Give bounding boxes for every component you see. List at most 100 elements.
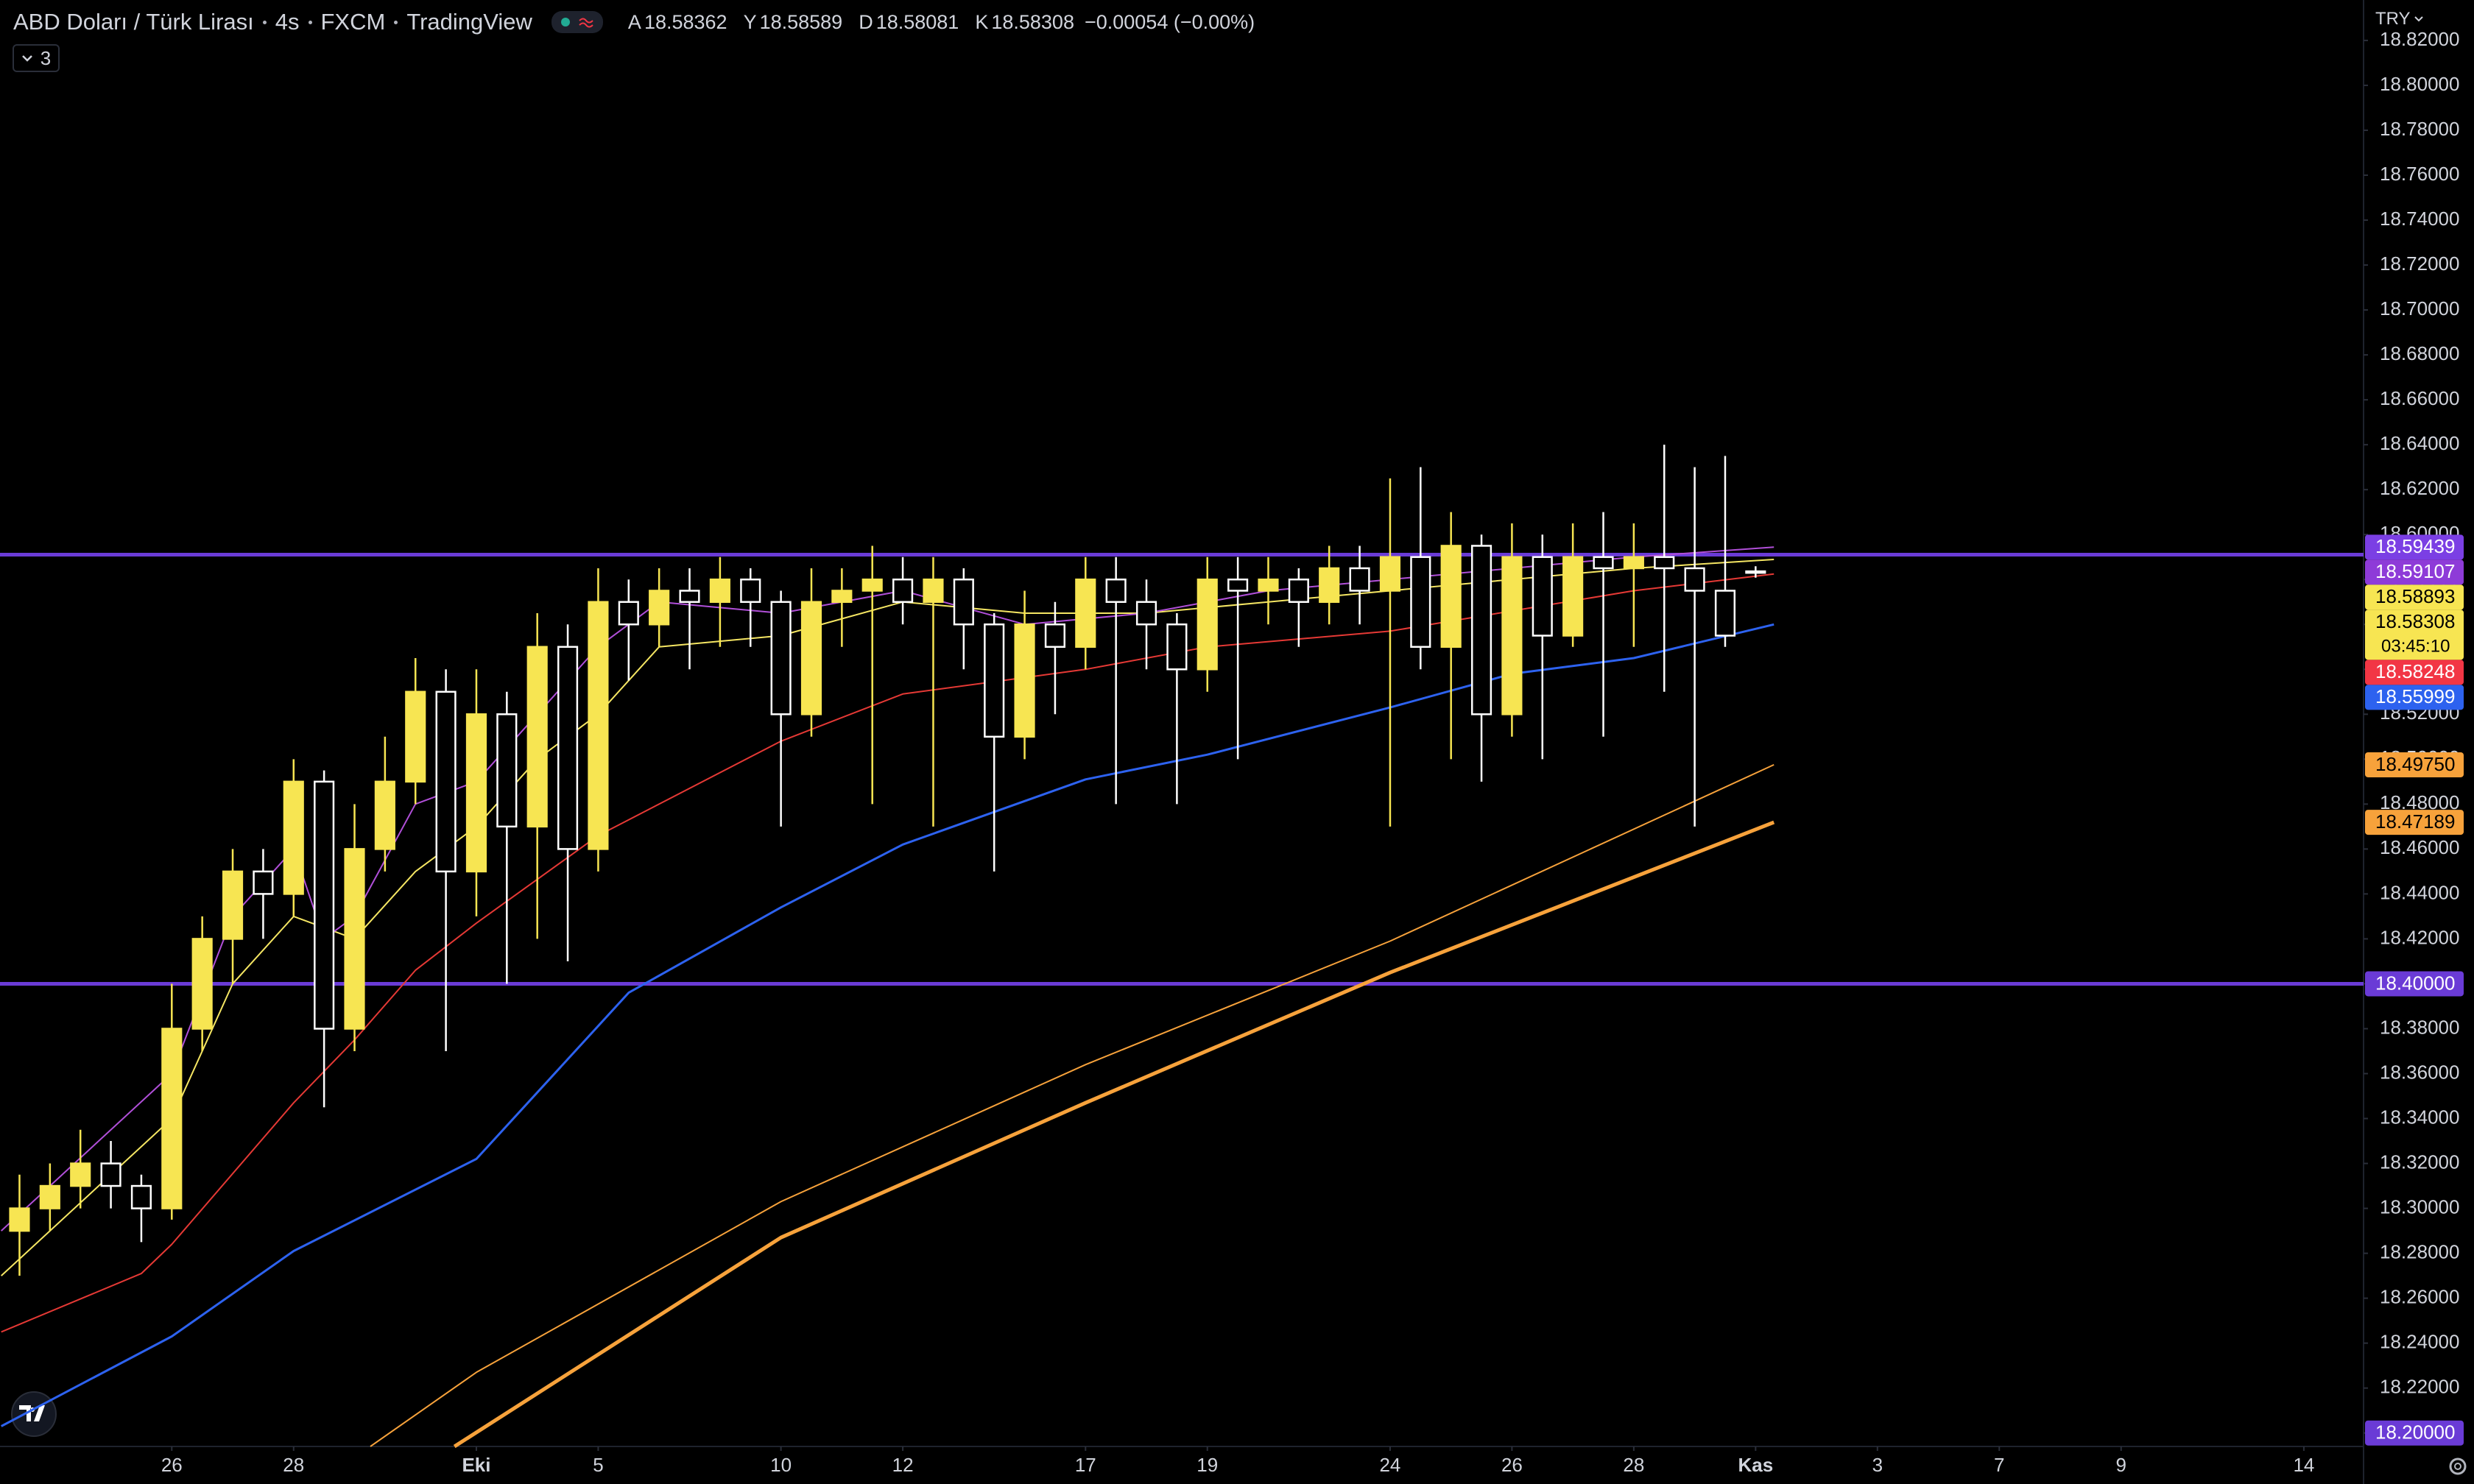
price-label-box	[2365, 752, 2464, 777]
candle-body	[1258, 578, 1279, 592]
candle	[374, 736, 395, 872]
candle	[1623, 523, 1644, 647]
y-tick-label: 18.62000	[2380, 477, 2459, 499]
y-tick-label: 18.42000	[2380, 926, 2459, 948]
candle-body	[1745, 570, 1766, 574]
y-tick-label: 18.70000	[2380, 297, 2459, 319]
x-tick-label: 26	[1501, 1454, 1523, 1476]
settings-gear[interactable]	[2449, 1458, 2467, 1475]
candle-body	[1288, 578, 1309, 603]
y-tick-label: 18.72000	[2380, 252, 2459, 275]
y-tick-label: 18.22000	[2380, 1376, 2459, 1398]
candle-body	[1410, 556, 1431, 649]
price-label: 18.47189	[2365, 810, 2464, 835]
price-label: 18.55999	[2365, 685, 2464, 710]
candle	[831, 568, 853, 647]
x-tick-label: 10	[770, 1454, 792, 1476]
candle	[1684, 467, 1705, 827]
candle	[1714, 456, 1736, 647]
candle-body	[1714, 590, 1736, 637]
candle	[1197, 556, 1218, 692]
candle	[800, 568, 822, 737]
price-label-text: 18.40000	[2375, 972, 2455, 994]
price-label: 18.49750	[2365, 752, 2464, 777]
candle	[1227, 556, 1249, 760]
candle	[70, 1129, 91, 1209]
candle-body	[9, 1207, 30, 1232]
logo-circle[interactable]	[11, 1391, 57, 1437]
y-tick-label: 18.44000	[2380, 881, 2459, 903]
symbol-title[interactable]: ABD Doları / Türk Lirası	[13, 9, 254, 35]
y-tick-label: 18.66000	[2380, 387, 2459, 409]
separator	[262, 20, 267, 24]
x-tick-label: 24	[1379, 1454, 1400, 1476]
price-label-box	[2365, 584, 2464, 610]
candle	[1075, 556, 1096, 670]
y-tick-label: 18.30000	[2380, 1195, 2459, 1218]
price-label-text: 18.55999	[2375, 685, 2455, 707]
chevron	[21, 55, 32, 62]
source: TradingView	[406, 9, 532, 35]
candle	[1410, 467, 1431, 670]
candle-body	[1349, 567, 1370, 592]
candle-body	[314, 780, 335, 1030]
candle	[526, 612, 548, 939]
price-change: −0.00054 (−0.00%)	[1084, 10, 1255, 33]
price-label-box	[2365, 660, 2464, 685]
moving-average-line	[370, 763, 1775, 1447]
candle	[9, 1174, 30, 1276]
candle	[892, 556, 914, 625]
price-label: 18.58308 03:45:10	[2365, 610, 2464, 660]
x-tick-label: 28	[283, 1454, 304, 1476]
ohlc-label: Y	[743, 10, 757, 33]
candle	[314, 770, 335, 1108]
candle-body	[831, 590, 853, 603]
candle-body	[1440, 545, 1462, 649]
ohlc-label: A	[627, 10, 641, 33]
candle-body	[283, 780, 304, 895]
candle	[923, 556, 944, 827]
candle-body	[1562, 556, 1584, 637]
price-label-box	[2365, 810, 2464, 835]
candle	[283, 759, 304, 916]
exchange: FXCM	[320, 9, 386, 35]
x-tick-label: 7	[1994, 1454, 2004, 1476]
candle	[253, 849, 274, 939]
price-label-text: 18.47189	[2375, 810, 2455, 833]
ohlc-value: 18.58589	[759, 10, 843, 33]
interval[interactable]: 4s	[275, 9, 300, 35]
candle-body	[1623, 556, 1644, 570]
gear-hub[interactable]	[2454, 1463, 2461, 1470]
candle-body	[1075, 578, 1096, 649]
candle-body	[1014, 623, 1035, 738]
logo-mark[interactable]	[19, 1405, 45, 1421]
candle-body	[770, 601, 792, 716]
price-label-box	[2365, 685, 2464, 710]
candle-body	[861, 578, 883, 592]
candle	[1745, 566, 1766, 578]
candle-body	[191, 938, 213, 1030]
candle-body	[1319, 567, 1340, 603]
candle-body	[1105, 578, 1127, 603]
plot-area	[0, 445, 2364, 1449]
candle-body	[1593, 556, 1614, 570]
gear-ring[interactable]	[2449, 1458, 2467, 1475]
tradingview-logo[interactable]	[11, 1391, 57, 1437]
ohlc-value: 18.58081	[875, 10, 959, 33]
y-tick-label: 18.24000	[2380, 1331, 2459, 1353]
y-tick-label: 18.74000	[2380, 208, 2459, 230]
candle-body	[557, 646, 579, 850]
price-label-box	[2365, 1420, 2464, 1446]
status-dot	[560, 18, 570, 26]
candle	[344, 804, 365, 1051]
y-tick-label: 18.32000	[2380, 1151, 2459, 1173]
y-tick-label: 18.82000	[2380, 28, 2459, 50]
countdown: 03:45:10	[2381, 637, 2450, 657]
market-status[interactable]	[551, 11, 603, 33]
separator	[308, 20, 312, 24]
price-label-text: 18.58308	[2375, 610, 2455, 632]
indicators-toggle[interactable]: 3	[13, 44, 60, 72]
price-label: 18.58248	[2365, 660, 2464, 685]
candle-body	[405, 690, 426, 783]
currency-select[interactable]: TRY	[2375, 9, 2424, 29]
